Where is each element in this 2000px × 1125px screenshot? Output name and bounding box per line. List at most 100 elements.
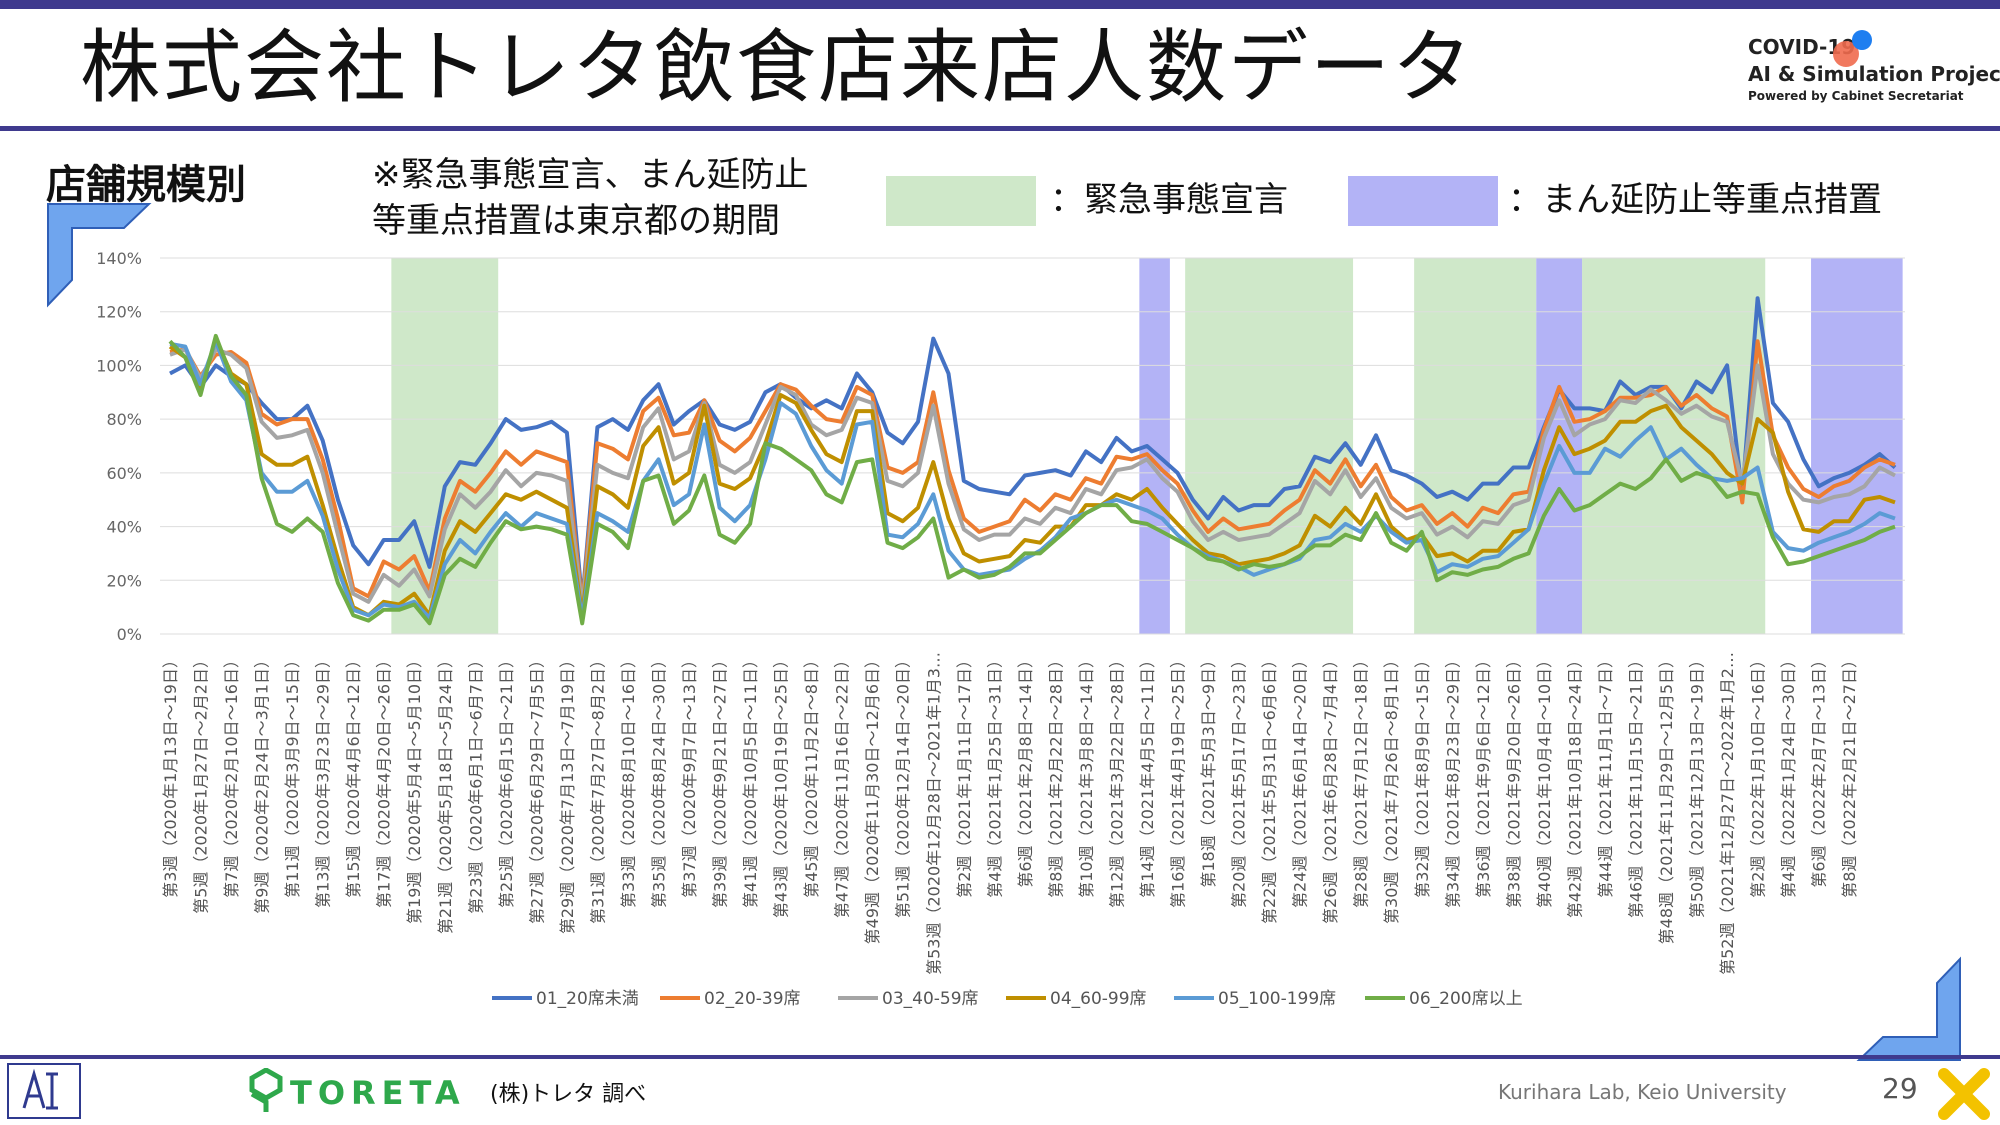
x-tick-label: 第42週（2021年10月18日～24日） <box>1565 652 1584 918</box>
x-tick-label: 第49週（2020年11月30日～12月6日） <box>863 652 882 944</box>
lab-credit: Kurihara Lab, Keio University <box>1498 1080 1787 1104</box>
x-tick-label: 第2週（2021年1月11日～17日） <box>955 652 974 898</box>
covid-logo-dots-icon <box>1833 30 1872 67</box>
page-number: 29 <box>1882 1072 1918 1105</box>
x-tick-label: 第31週（2020年7月27日～8月2日） <box>588 652 607 924</box>
emergency-legend-swatch <box>886 176 1036 226</box>
logo-line-3: Powered by Cabinet Secretariat <box>1748 89 1964 103</box>
x-tick-label: 第15週（2020年4月6日～12日） <box>344 652 363 898</box>
priority-legend-label: ：まん延防止等重点措置 <box>1508 180 1882 220</box>
emergency-legend-label: ：緊急事態宣言 <box>1050 180 1288 220</box>
toreta-logo-text: TORETA <box>290 1074 466 1112</box>
corner-bracket-top-left-icon <box>47 203 152 308</box>
y-tick-label: 20% <box>106 571 142 590</box>
x-tick-label: 第30週（2021年7月26日～8月1日） <box>1382 652 1401 924</box>
x-tick-label: 第43週（2020年10月19日～25日） <box>772 652 791 918</box>
x-tick-label: 第36週（2021年9月6日～12日） <box>1474 652 1493 898</box>
x-tick-label: 第7週（2020年2月10日～16日） <box>222 652 241 898</box>
x-tick-label: 第51週（2020年12月14日～20日） <box>894 652 913 918</box>
period-note-line-2: 等重点措置は東京都の期間 <box>372 201 780 241</box>
x-mark-logo-icon <box>1938 1068 1990 1120</box>
x-tick-label: 第26週（2021年6月28日～7月4日） <box>1321 652 1340 924</box>
x-tick-label: 第4週（2021年1月25日～31日） <box>985 652 1004 898</box>
legend-label-3: 03_40-59席 <box>882 989 979 1009</box>
x-tick-label: 第18週（2021年5月3日～9日） <box>1199 652 1218 888</box>
y-tick-label: 0% <box>117 625 142 644</box>
x-tick-label: 第12週（2021年3月22日～28日） <box>1108 652 1127 908</box>
logo-line-2: AI & Simulation Project <box>1748 62 2000 86</box>
x-tick-label: 第5週（2020年1月27日～2月2日） <box>192 652 211 914</box>
series-lines <box>168 296 1897 626</box>
x-tick-label: 第8週（2022年2月21日～27日） <box>1840 652 1859 898</box>
x-tick-label: 第11週（2020年3月9日～15日） <box>283 652 302 898</box>
legend-label-6: 06_200席以上 <box>1409 989 1523 1009</box>
x-tick-label: 第37週（2020年9月7日～13日） <box>680 652 699 898</box>
university-logo-icon <box>7 1063 81 1119</box>
toreta-logo-icon <box>249 1068 283 1112</box>
emergency-period-band-1 <box>1185 258 1354 634</box>
legend-label-1: 01_20席未満 <box>536 989 639 1009</box>
x-tick-label: 第25週（2020年6月15日～21日） <box>497 652 516 908</box>
page-title: 株式会社トレタ飲食店来店人数データ <box>80 21 1474 114</box>
x-tick-label: 第23週（2020年6月1日～6月7日） <box>466 652 485 914</box>
x-tick-label: 第33週（2020年8月10日～16日） <box>619 652 638 908</box>
y-tick-label: 40% <box>106 518 142 537</box>
series-line-3 <box>169 347 1896 610</box>
legend-label-5: 05_100-199席 <box>1218 989 1336 1009</box>
period-note-line-1: ※緊急事態宣言、まん延防止 <box>372 155 809 195</box>
x-tick-label: 第48週（2021年11月29日～12月5日） <box>1657 652 1676 944</box>
section-label: 店舗規模別 <box>46 162 246 208</box>
x-tick-label: 第3週（2020年1月13日～19日） <box>161 652 180 898</box>
priority-legend-swatch <box>1348 176 1498 226</box>
x-tick-label: 第32週（2021年8月9日～15日） <box>1413 652 1432 898</box>
y-tick-label: 80% <box>106 410 142 429</box>
series-line-2 <box>169 339 1896 607</box>
data-source: (株)トレタ 調べ <box>490 1082 647 1107</box>
x-tick-label: 第9週（2020年2月24日～3月1日） <box>253 652 272 914</box>
x-tick-label: 第28週（2021年7月12日～18日） <box>1352 652 1371 908</box>
priority-period-band-2 <box>1811 258 1903 634</box>
x-tick-label: 第39週（2020年9月21日～27日） <box>711 652 730 908</box>
series-line-1 <box>169 296 1897 604</box>
series-line-4 <box>168 336 1896 618</box>
x-axis-labels: 第3週（2020年1月13日～19日） 第5週（2020年1月27日～2月2日） 第… <box>161 652 1859 975</box>
legend-label-4: 04_60-99席 <box>1050 989 1147 1009</box>
x-tick-label: 第22週（2021年5月31日～6月6日） <box>1260 652 1279 924</box>
y-tick-label: 140% <box>96 249 142 268</box>
x-tick-label: 第21週（2020年5月18日～5月24日） <box>436 652 455 934</box>
x-tick-label: 第46週（2021年11月15日～21日） <box>1627 652 1646 918</box>
x-tick-label: 第20週（2021年5月17日～23日） <box>1230 652 1249 908</box>
x-tick-label: 第6週（2022年2月7日～13日） <box>1810 652 1829 888</box>
series-legend: 01_20席未満 02_20-39席 03_40-59席 04_60-99席 05_10… <box>492 989 1523 1009</box>
x-tick-label: 第14週（2021年4月5日～11日） <box>1138 652 1157 898</box>
x-tick-label: 第8週（2021年2月22日～28日） <box>1046 652 1065 898</box>
x-tick-label: 第52週（2021年12月27日～2022年1月2… <box>1718 652 1737 975</box>
x-tick-label: 第29週（2020年7月13日～7月19日） <box>558 652 577 934</box>
gridlines <box>160 257 1905 635</box>
x-tick-label: 第6週（2021年2月8日～14日） <box>1016 652 1035 888</box>
x-tick-label: 第40週（2021年10月4日～10日） <box>1535 652 1554 908</box>
footer-divider <box>0 1055 2000 1059</box>
visitor-line-chart: 0% 20% 40% 60% 80% 100% 120% 140% 第3週（2020年1月13… <box>96 249 1905 1009</box>
x-tick-label: 第44週（2021年11月1日～7日） <box>1596 652 1615 898</box>
y-tick-label: 100% <box>96 356 142 375</box>
y-tick-label: 120% <box>96 303 142 322</box>
x-tick-label: 第34週（2021年8月23日～29日） <box>1443 652 1462 908</box>
x-tick-label: 第13週（2020年3月23日～29日） <box>314 652 333 908</box>
emergency-period-band-2 <box>1414 258 1537 634</box>
x-tick-label: 第53週（2020年12月28日～2021年1月3… <box>924 652 943 975</box>
x-tick-label: 第17週（2020年4月20日～26日） <box>375 652 394 908</box>
x-tick-label: 第27週（2020年6月29日～7月5日） <box>527 652 546 924</box>
series-line-6 <box>168 333 1896 626</box>
period-note: ※緊急事態宣言、まん延防止 等重点措置は東京都の期間 <box>372 152 809 244</box>
header-divider <box>0 126 2000 131</box>
x-tick-label: 第35週（2020年8月24日～30日） <box>650 652 669 908</box>
x-tick-label: 第50週（2021年12月13日～19日） <box>1688 652 1707 918</box>
x-tick-label: 第10週（2021年3月8日～14日） <box>1077 652 1096 898</box>
y-tick-label: 60% <box>106 464 142 483</box>
x-tick-label: 第45週（2020年11月2日～8日） <box>802 652 821 898</box>
x-tick-label: 第38週（2021年9月20日～26日） <box>1504 652 1523 908</box>
legend-label-2: 02_20-39席 <box>704 989 801 1009</box>
period-bands <box>391 258 1903 634</box>
corner-bracket-bottom-right-icon <box>1856 956 1961 1061</box>
